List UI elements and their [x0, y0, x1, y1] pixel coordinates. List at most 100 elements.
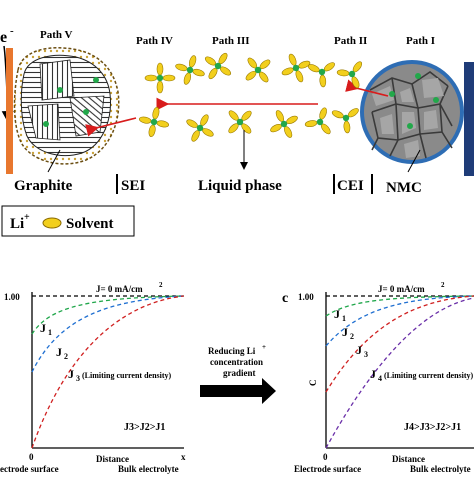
legend-li-sup: +: [24, 212, 30, 223]
middle-line1-sup: +: [262, 343, 266, 351]
left-bulk-label: Bulk electrolyte: [118, 464, 179, 474]
path-iii-label: Path III: [212, 35, 250, 47]
solvent-molecule: [331, 110, 344, 119]
path-ii-label: Path II: [334, 35, 367, 47]
solvent-molecule: [351, 76, 360, 89]
solvent-molecule: [304, 120, 318, 128]
panel-label-c: c: [282, 291, 288, 306]
right-j1-sub: 1: [342, 314, 346, 323]
left-j3-sub: 3: [76, 374, 80, 383]
li-ion: [292, 64, 300, 72]
right-j4-note: (Limiting current density): [384, 371, 474, 380]
solvent-molecule: [191, 130, 200, 142]
solvent-molecule: [156, 120, 170, 128]
legend-solvent-icon: [42, 217, 62, 229]
right-j2-sub: 2: [350, 332, 354, 341]
right-ytick: 1.00: [298, 292, 314, 302]
battery-schematic: e - Path V Path IV Pa: [0, 25, 474, 196]
left-j2-label: J: [56, 345, 62, 359]
li-ion: [433, 97, 439, 103]
right-j3-sub: 3: [364, 350, 368, 359]
solvent-molecule: [138, 116, 152, 124]
left-curve-j3: [31, 295, 185, 449]
left-relation: J3>J2>J1: [124, 422, 165, 433]
li-ion: [415, 73, 421, 79]
left-ytick: 1.00: [4, 292, 20, 302]
chart-left: 1.00 J= 0 mA/cm 2 J 1 J 2 J 3 (Limiting …: [0, 281, 186, 474]
right-j2-label: J: [342, 325, 348, 339]
liquid-phase-label: Liquid phase: [198, 178, 282, 194]
right-j3-label: J: [356, 343, 362, 357]
li-ion: [43, 121, 49, 127]
electron-label: e: [0, 29, 7, 46]
left-j3-note: (Limiting current density): [82, 371, 172, 380]
transition-arrow: Reducing Li + concentration gradient: [200, 343, 276, 404]
li-path-arrow-sei: [85, 117, 137, 137]
right-xlabel: Distance: [392, 454, 425, 464]
solvent-molecule: [275, 110, 285, 122]
li-ion: [389, 91, 395, 97]
left-j0-label: J= 0 mA/cm: [96, 284, 143, 294]
solvent-molecule: [144, 74, 158, 82]
solvent-molecule: [148, 124, 156, 138]
li-ion: [83, 109, 89, 115]
solvent-molecule: [152, 106, 160, 120]
electron-sup: -: [10, 25, 14, 37]
chart-right: c 1.00 C J= 0 mA/cm 2 J 1 J 2 J 3 J 4 (L…: [282, 281, 474, 474]
li-ion: [186, 66, 194, 74]
solvent-molecule: [343, 120, 351, 134]
li-ion: [196, 124, 204, 132]
right-curve-j4: [325, 297, 474, 449]
li-ion: [318, 68, 326, 76]
solvent-molecule: [192, 68, 205, 77]
sei-label: SEI: [121, 178, 145, 194]
left-curve-j2: [31, 295, 185, 373]
right-ylabel: C: [308, 380, 318, 387]
li-ion: [214, 62, 222, 70]
solvent-molecule: [175, 63, 188, 72]
left-xend: x: [181, 452, 186, 462]
nmc-label: NMC: [386, 180, 422, 196]
li-ion: [93, 77, 99, 83]
right-curve-j3: [325, 295, 474, 393]
right-curve-j2: [325, 295, 474, 347]
solvent-molecule: [286, 115, 298, 125]
nmc-current-collector: [464, 62, 474, 176]
solvent-molecule: [186, 119, 198, 128]
solvent-molecule: [156, 80, 164, 94]
path-iv-label: Path IV: [136, 35, 173, 47]
solvent-molecule: [336, 69, 350, 77]
solvent-molecule: [202, 128, 214, 137]
legend-solvent-label: Solvent: [66, 216, 114, 232]
right-j1-label: J: [334, 307, 340, 321]
li-path-arrow-cei: [345, 79, 389, 97]
solvent-molecule: [183, 72, 192, 85]
solvent-molecule: [288, 53, 297, 66]
li-ion: [236, 118, 244, 126]
li-ion: [254, 66, 262, 74]
right-bulk-label: Bulk electrolyte: [410, 464, 471, 474]
solvent-molecule: [188, 55, 197, 68]
solvent-molecule: [281, 67, 294, 76]
li-ion: [342, 114, 350, 122]
graphite-particle: [13, 47, 120, 165]
legend: Li + Solvent: [1, 205, 135, 237]
legend-box: [1, 205, 135, 237]
middle-line3: gradient: [223, 368, 256, 378]
left-j1-sub: 1: [48, 328, 52, 337]
nmc-particle: [360, 60, 464, 164]
solvent-molecule: [270, 123, 282, 133]
left-j2-sub: 2: [64, 352, 68, 361]
cei-label: CEI: [337, 178, 364, 194]
path-i-label: Path I: [406, 35, 435, 47]
left-j3-label: J: [68, 367, 74, 381]
solvent-molecule: [200, 114, 209, 126]
solvent-molecule: [307, 64, 320, 73]
path-v-label: Path V: [40, 29, 73, 41]
li-ion: [57, 87, 63, 93]
left-x0: 0: [29, 452, 34, 462]
li-ion: [407, 123, 413, 129]
solvent-molecule: [319, 74, 327, 88]
middle-line2: concentration: [210, 357, 263, 367]
